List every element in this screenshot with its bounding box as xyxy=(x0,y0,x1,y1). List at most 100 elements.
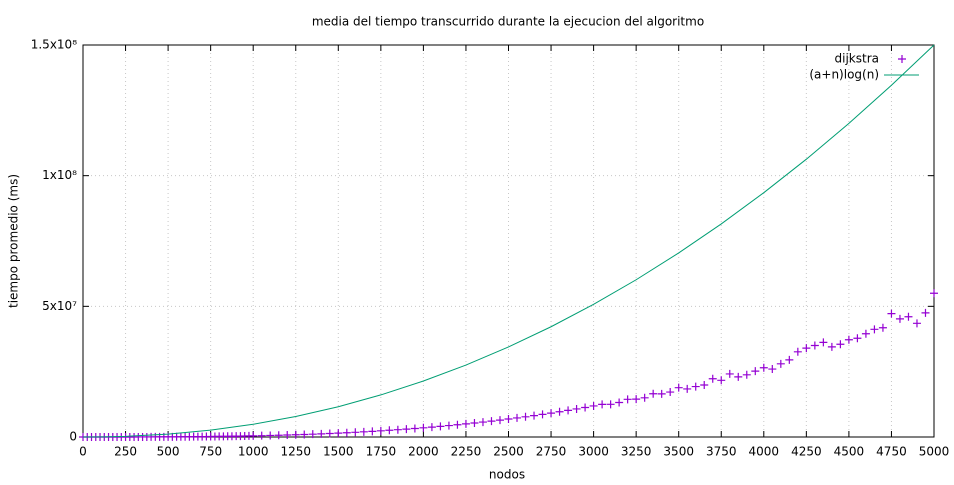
point xyxy=(853,334,862,343)
point xyxy=(589,401,598,410)
point xyxy=(674,383,683,392)
x-tick-label: 1250 xyxy=(280,445,311,459)
point xyxy=(708,374,717,383)
point xyxy=(606,400,615,409)
point xyxy=(444,421,453,430)
point xyxy=(257,431,266,440)
point xyxy=(291,430,300,439)
point xyxy=(615,398,624,407)
legend-swatch xyxy=(898,55,906,63)
y-axis-label: tiempo promedio (ms) xyxy=(7,174,21,308)
point xyxy=(802,344,811,353)
y-tick-label: 1.5x10⁸ xyxy=(31,38,77,52)
point xyxy=(640,393,649,402)
x-tick-label: 2000 xyxy=(408,445,439,459)
point xyxy=(393,425,402,434)
point xyxy=(453,420,462,429)
legend-label: (a+n)log(n) xyxy=(809,68,879,82)
x-axis-label: nodos xyxy=(489,468,525,482)
point xyxy=(649,389,658,398)
point xyxy=(325,429,334,438)
point xyxy=(249,431,258,440)
point xyxy=(598,400,607,409)
x-tick-label: 750 xyxy=(199,445,222,459)
x-tick-label: 3250 xyxy=(621,445,652,459)
x-tick-label: 1500 xyxy=(323,445,354,459)
point xyxy=(657,389,666,398)
point xyxy=(725,369,734,378)
point xyxy=(921,308,930,317)
x-tick-label: 2250 xyxy=(451,445,482,459)
x-tick-label: 4500 xyxy=(834,445,865,459)
point xyxy=(410,424,419,433)
x-tick-label: 0 xyxy=(79,445,87,459)
point xyxy=(887,309,896,318)
point xyxy=(547,409,556,418)
y-tick-label: 1x10⁸ xyxy=(42,168,77,182)
point xyxy=(317,429,326,438)
x-tick-label: 4250 xyxy=(791,445,822,459)
point xyxy=(632,395,641,404)
point xyxy=(793,347,802,356)
point xyxy=(776,359,785,368)
x-tick-label: 3750 xyxy=(706,445,737,459)
point xyxy=(419,423,428,432)
x-tick-label: 2750 xyxy=(536,445,567,459)
point xyxy=(436,422,445,431)
x-tick-label: 4750 xyxy=(876,445,907,459)
point xyxy=(564,406,573,415)
point xyxy=(742,370,751,379)
x-tick-label: 5000 xyxy=(919,445,950,459)
point xyxy=(895,314,904,323)
point xyxy=(870,325,879,334)
point xyxy=(266,431,275,440)
line xyxy=(82,44,935,438)
x-tick-label: 3500 xyxy=(663,445,694,459)
x-tick-label: 250 xyxy=(114,445,137,459)
point xyxy=(359,427,368,436)
point xyxy=(376,426,385,435)
point xyxy=(487,417,496,426)
point xyxy=(555,407,564,416)
point xyxy=(461,419,470,428)
point xyxy=(717,376,726,385)
point xyxy=(538,410,547,419)
point xyxy=(734,372,743,381)
point xyxy=(768,365,777,374)
point xyxy=(495,416,504,425)
point xyxy=(759,363,768,372)
x-tick-label: 3000 xyxy=(578,445,609,459)
point xyxy=(274,431,283,440)
point xyxy=(351,428,360,437)
point xyxy=(342,428,351,437)
plot-border xyxy=(82,44,935,438)
point xyxy=(427,423,436,432)
point xyxy=(368,427,377,436)
point xyxy=(930,289,938,298)
point xyxy=(478,418,487,427)
point xyxy=(530,411,539,420)
point xyxy=(751,367,760,376)
point xyxy=(827,342,836,351)
x-tick-label: 2500 xyxy=(493,445,524,459)
y-tick-label: 5x10⁷ xyxy=(42,299,77,313)
point xyxy=(521,412,530,421)
point xyxy=(308,430,317,439)
point xyxy=(844,335,853,344)
legend-label: dijkstra xyxy=(835,52,879,66)
point xyxy=(912,319,921,328)
point xyxy=(666,388,675,397)
point xyxy=(300,430,309,439)
point xyxy=(572,404,581,413)
point xyxy=(683,384,692,393)
point xyxy=(470,419,479,428)
point xyxy=(513,413,522,422)
point xyxy=(700,380,709,389)
x-tick-label: 500 xyxy=(157,445,180,459)
point xyxy=(623,395,632,404)
point xyxy=(861,329,870,338)
x-tick-label: 1750 xyxy=(366,445,397,459)
point xyxy=(810,341,819,350)
point xyxy=(402,425,411,434)
